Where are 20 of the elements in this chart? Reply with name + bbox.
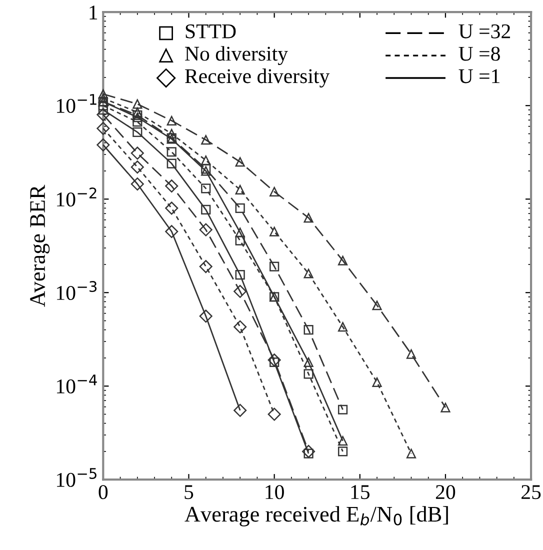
y-tick-label: 1 (90, 6, 98, 20)
y-tick-label: 10$^{−2}$ (57, 188, 96, 207)
annotation: STTD (186, 24, 236, 38)
annotation: No diversity (185, 46, 288, 66)
annotation: U =1 (458, 69, 500, 84)
annotation: U =32 (458, 24, 510, 38)
x-axis-title: Average received E$_{b}$/N$_{0}$ [dB] (184, 506, 448, 526)
y-axis-title: Average BER (30, 184, 50, 307)
x-tick-label: 15 (351, 485, 370, 500)
y-tick-label: 10$^{−5}$ (57, 468, 96, 487)
annotation: U =8 (458, 46, 500, 61)
x-tick-label: 5 (184, 485, 194, 500)
y-tick-label: 10$^{−1}$ (57, 94, 96, 113)
x-tick-label: 0 (98, 485, 108, 500)
y-tick-label: 10$^{−4}$ (57, 374, 97, 394)
annotation: Receive diversity (185, 68, 330, 88)
x-tick-label: 20 (436, 485, 456, 500)
y-tick-label: 10$^{−3}$ (57, 281, 97, 300)
x-tick-label: 10 (266, 485, 284, 500)
x-tick-label: 25 (522, 485, 541, 500)
